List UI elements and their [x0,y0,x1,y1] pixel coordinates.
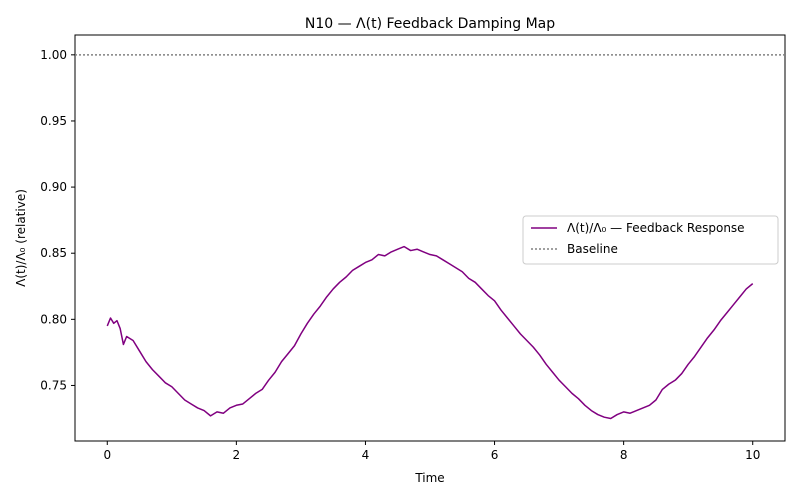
y-axis-ticks: 0.75 0.80 0.85 0.90 0.95 1.00 [40,48,75,392]
y-tick-label: 1.00 [40,48,67,62]
legend-label-baseline: Baseline [567,242,618,256]
legend-label-feedback: Λ(t)/Λ₀ — Feedback Response [567,221,745,235]
y-tick-label: 0.90 [40,180,67,194]
series-layer [75,54,785,420]
x-tick-label: 6 [491,448,499,462]
x-axis-label: Time [414,471,444,485]
y-tick-label: 0.95 [40,114,67,128]
legend: Λ(t)/Λ₀ — Feedback Response Baseline [522,215,779,265]
x-axis-ticks: 0 2 4 6 8 10 [103,441,760,462]
chart-title: N10 — Λ(t) Feedback Damping Map [305,16,555,32]
x-tick-label: 8 [620,448,628,462]
x-tick-label: 0 [103,448,111,462]
x-tick-label: 2 [233,448,241,462]
y-tick-label: 0.85 [40,246,67,260]
y-tick-label: 0.75 [40,378,67,392]
legend-box [522,215,779,265]
x-tick-label: 4 [362,448,370,462]
plot-area [74,34,786,442]
series-line-feedback-response [106,245,754,420]
x-tick-label: 10 [745,448,760,462]
y-axis-label: Λ(t)/Λ₀ (relative) [14,189,28,287]
y-tick-label: 0.80 [40,312,67,326]
